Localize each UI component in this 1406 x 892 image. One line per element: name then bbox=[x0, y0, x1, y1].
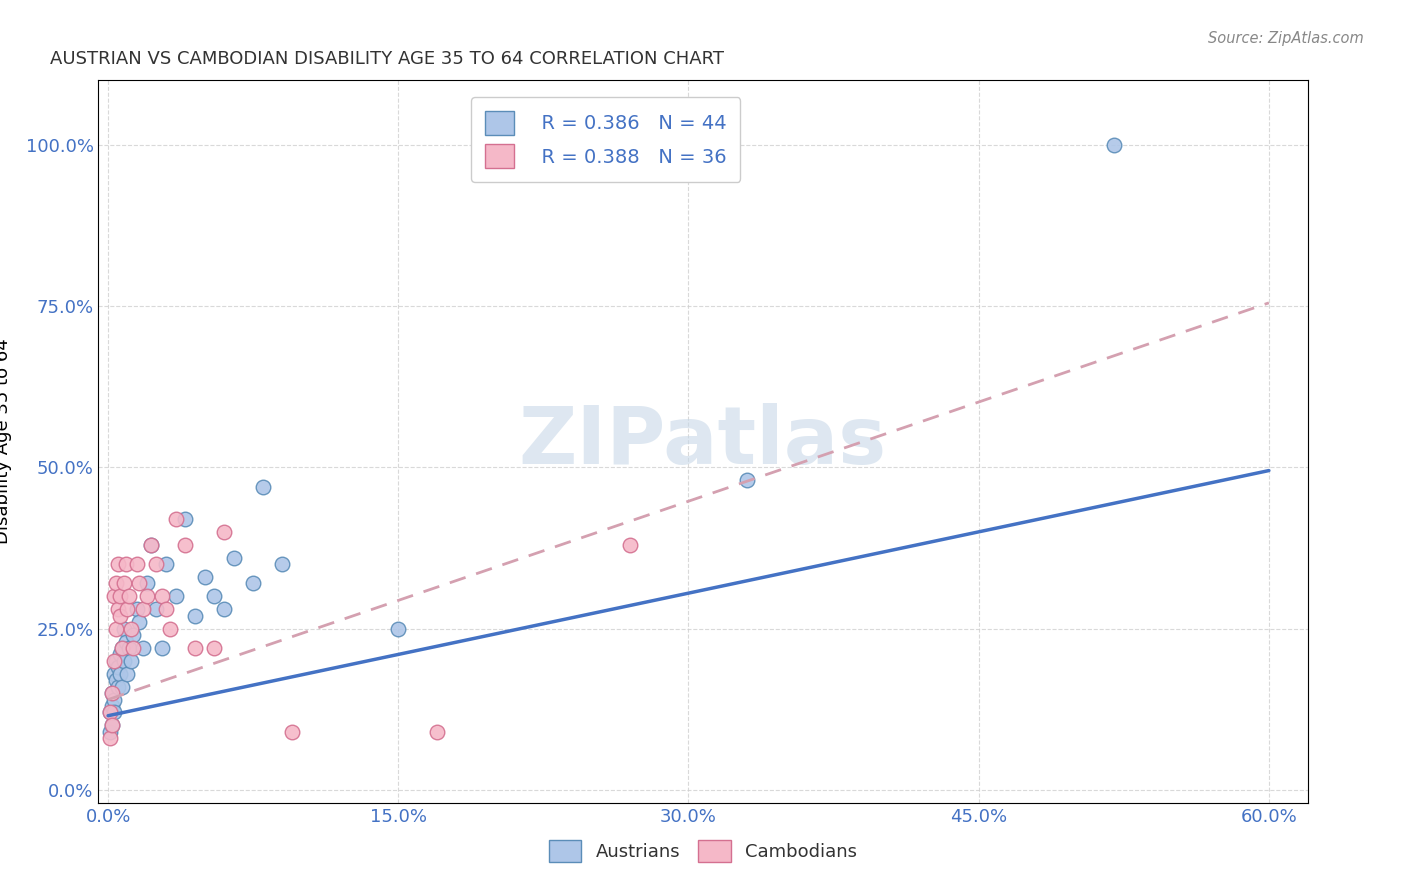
Point bbox=[155, 557, 177, 571]
Point bbox=[1102, 137, 1125, 152]
Point bbox=[184, 640, 207, 655]
Text: ZIPatlas: ZIPatlas bbox=[519, 402, 887, 481]
Point bbox=[150, 640, 173, 655]
Point bbox=[101, 686, 124, 700]
Point bbox=[114, 557, 136, 571]
Point bbox=[426, 724, 449, 739]
Point bbox=[184, 608, 207, 623]
Point bbox=[112, 576, 135, 591]
Point bbox=[103, 654, 125, 668]
Point bbox=[135, 576, 157, 591]
Point bbox=[135, 590, 157, 604]
Point bbox=[387, 622, 409, 636]
Point bbox=[159, 622, 181, 636]
Point bbox=[101, 718, 124, 732]
Point bbox=[103, 706, 125, 720]
Point bbox=[132, 640, 155, 655]
Point bbox=[103, 666, 125, 681]
Point bbox=[118, 590, 141, 604]
Y-axis label: Disability Age 35 to 64: Disability Age 35 to 64 bbox=[0, 339, 11, 544]
Legend: Austrians, Cambodians: Austrians, Cambodians bbox=[541, 833, 865, 870]
Point bbox=[112, 654, 135, 668]
Point bbox=[117, 666, 139, 681]
Point bbox=[120, 622, 142, 636]
Point bbox=[212, 602, 235, 616]
Point bbox=[735, 473, 758, 487]
Point bbox=[194, 570, 217, 584]
Point bbox=[108, 608, 131, 623]
Point bbox=[108, 666, 131, 681]
Point bbox=[122, 628, 145, 642]
Point bbox=[128, 576, 150, 591]
Text: AUSTRIAN VS CAMBODIAN DISABILITY AGE 35 TO 64 CORRELATION CHART: AUSTRIAN VS CAMBODIAN DISABILITY AGE 35 … bbox=[51, 50, 724, 68]
Point bbox=[114, 634, 136, 648]
Point bbox=[120, 654, 142, 668]
Point bbox=[111, 640, 134, 655]
Point bbox=[112, 622, 135, 636]
Text: Source: ZipAtlas.com: Source: ZipAtlas.com bbox=[1208, 31, 1364, 46]
Point bbox=[212, 524, 235, 539]
Point bbox=[101, 718, 124, 732]
Point bbox=[155, 602, 177, 616]
Point bbox=[111, 680, 134, 694]
Point bbox=[139, 538, 162, 552]
Point bbox=[104, 576, 127, 591]
Point bbox=[139, 538, 162, 552]
Point bbox=[127, 557, 149, 571]
Point bbox=[98, 724, 121, 739]
Point bbox=[103, 590, 125, 604]
Point bbox=[128, 615, 150, 630]
Point bbox=[98, 706, 121, 720]
Point bbox=[271, 557, 294, 571]
Point bbox=[252, 480, 274, 494]
Point bbox=[98, 731, 121, 746]
Point bbox=[242, 576, 264, 591]
Point bbox=[165, 590, 187, 604]
Point bbox=[127, 602, 149, 616]
Point bbox=[108, 648, 131, 662]
Point bbox=[165, 512, 187, 526]
Point bbox=[107, 602, 129, 616]
Point bbox=[204, 640, 226, 655]
Point bbox=[104, 673, 127, 688]
Point bbox=[281, 724, 304, 739]
Point bbox=[122, 640, 145, 655]
Point bbox=[150, 590, 173, 604]
Point bbox=[204, 590, 226, 604]
Point bbox=[104, 622, 127, 636]
Point bbox=[107, 680, 129, 694]
Point bbox=[98, 706, 121, 720]
Point bbox=[111, 640, 134, 655]
Point bbox=[132, 602, 155, 616]
Point bbox=[222, 550, 245, 565]
Point bbox=[107, 660, 129, 674]
Point bbox=[174, 538, 197, 552]
Point bbox=[117, 602, 139, 616]
Point bbox=[104, 654, 127, 668]
Point bbox=[103, 692, 125, 706]
Point bbox=[145, 602, 167, 616]
Point bbox=[619, 538, 641, 552]
Legend:   R = 0.386   N = 44,   R = 0.388   N = 36: R = 0.386 N = 44, R = 0.388 N = 36 bbox=[471, 97, 741, 182]
Point bbox=[101, 699, 124, 714]
Point bbox=[101, 686, 124, 700]
Point bbox=[108, 590, 131, 604]
Point bbox=[107, 557, 129, 571]
Point bbox=[118, 640, 141, 655]
Point bbox=[174, 512, 197, 526]
Point bbox=[145, 557, 167, 571]
